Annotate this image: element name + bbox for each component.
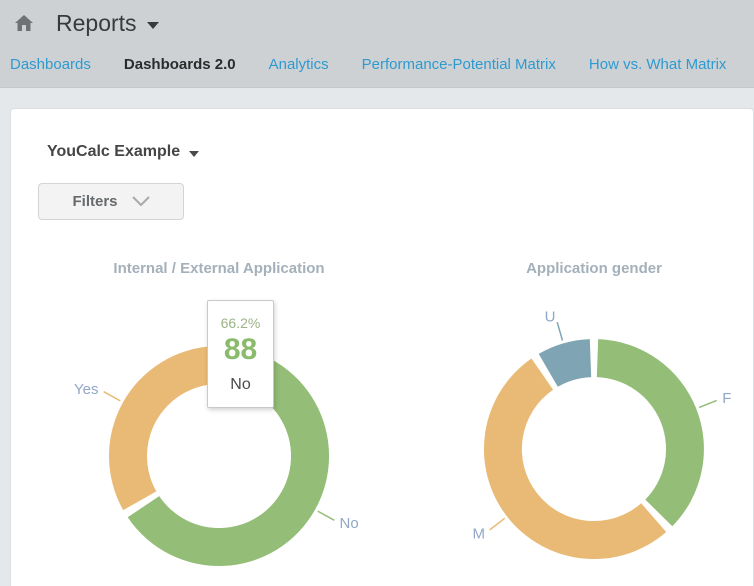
- filters-button-label: Filters: [72, 193, 118, 210]
- tooltip-value: 88: [223, 333, 258, 366]
- tooltip-percent: 66.2%: [220, 315, 261, 331]
- slice-label-f: F: [722, 390, 731, 407]
- slice-label-u: U: [545, 309, 556, 326]
- dashboard-panel: YouCalc Example Filters Internal / Exter…: [10, 108, 754, 586]
- report-selector-label: YouCalc Example: [47, 143, 181, 160]
- label-connector: [103, 391, 121, 402]
- content-area: YouCalc Example Filters Internal / Exter…: [0, 88, 754, 586]
- donut-segment-u[interactable]: [538, 339, 592, 387]
- reports-menu[interactable]: Reports: [56, 10, 159, 37]
- donut-segment-no[interactable]: [127, 346, 330, 567]
- donut-segment-f[interactable]: [596, 339, 704, 527]
- filters-button[interactable]: Filters: [38, 183, 184, 220]
- chart-title-internal-external: Internal / External Application: [113, 260, 325, 277]
- tab-dashboards-2-0[interactable]: Dashboards 2.0: [123, 55, 236, 73]
- tab-dashboards[interactable]: Dashboards: [10, 55, 91, 73]
- label-connector: [317, 510, 335, 521]
- tab-analytics[interactable]: Analytics: [268, 55, 329, 73]
- donut-segment-m[interactable]: [483, 358, 667, 560]
- tab-performance-potential-matrix[interactable]: Performance-Potential Matrix: [361, 55, 556, 73]
- donut-chart-application-gender: F M U: [424, 289, 754, 586]
- tooltip-label: No: [230, 376, 251, 393]
- slice-label-yes: Yes: [74, 381, 98, 398]
- chevron-down-icon: [146, 21, 159, 29]
- chevron-down-icon: [189, 150, 200, 157]
- tab-how-vs-what-matrix[interactable]: How vs. What Matrix: [588, 55, 727, 73]
- label-connector: [556, 321, 564, 341]
- home-icon[interactable]: [14, 13, 34, 33]
- label-connector: [489, 517, 506, 531]
- top-bar: Reports: [0, 0, 754, 46]
- chevron-down-icon: [131, 196, 150, 207]
- header: Reports Dashboards Dashboards 2.0 Analyt…: [0, 0, 754, 88]
- slice-label-m: M: [473, 526, 486, 543]
- chart-tooltip: 66.2% 88 No: [207, 300, 274, 408]
- tab-bar: Dashboards Dashboards 2.0 Analytics Perf…: [0, 46, 754, 82]
- chart-title-application-gender: Application gender: [526, 260, 662, 277]
- reports-menu-label: Reports: [56, 9, 137, 36]
- donut-chart-internal-external: No Yes: [49, 296, 389, 586]
- label-connector: [698, 399, 717, 409]
- report-selector[interactable]: YouCalc Example: [47, 143, 200, 161]
- donut-segment-yes[interactable]: [108, 346, 217, 511]
- slice-label-no: No: [340, 515, 359, 532]
